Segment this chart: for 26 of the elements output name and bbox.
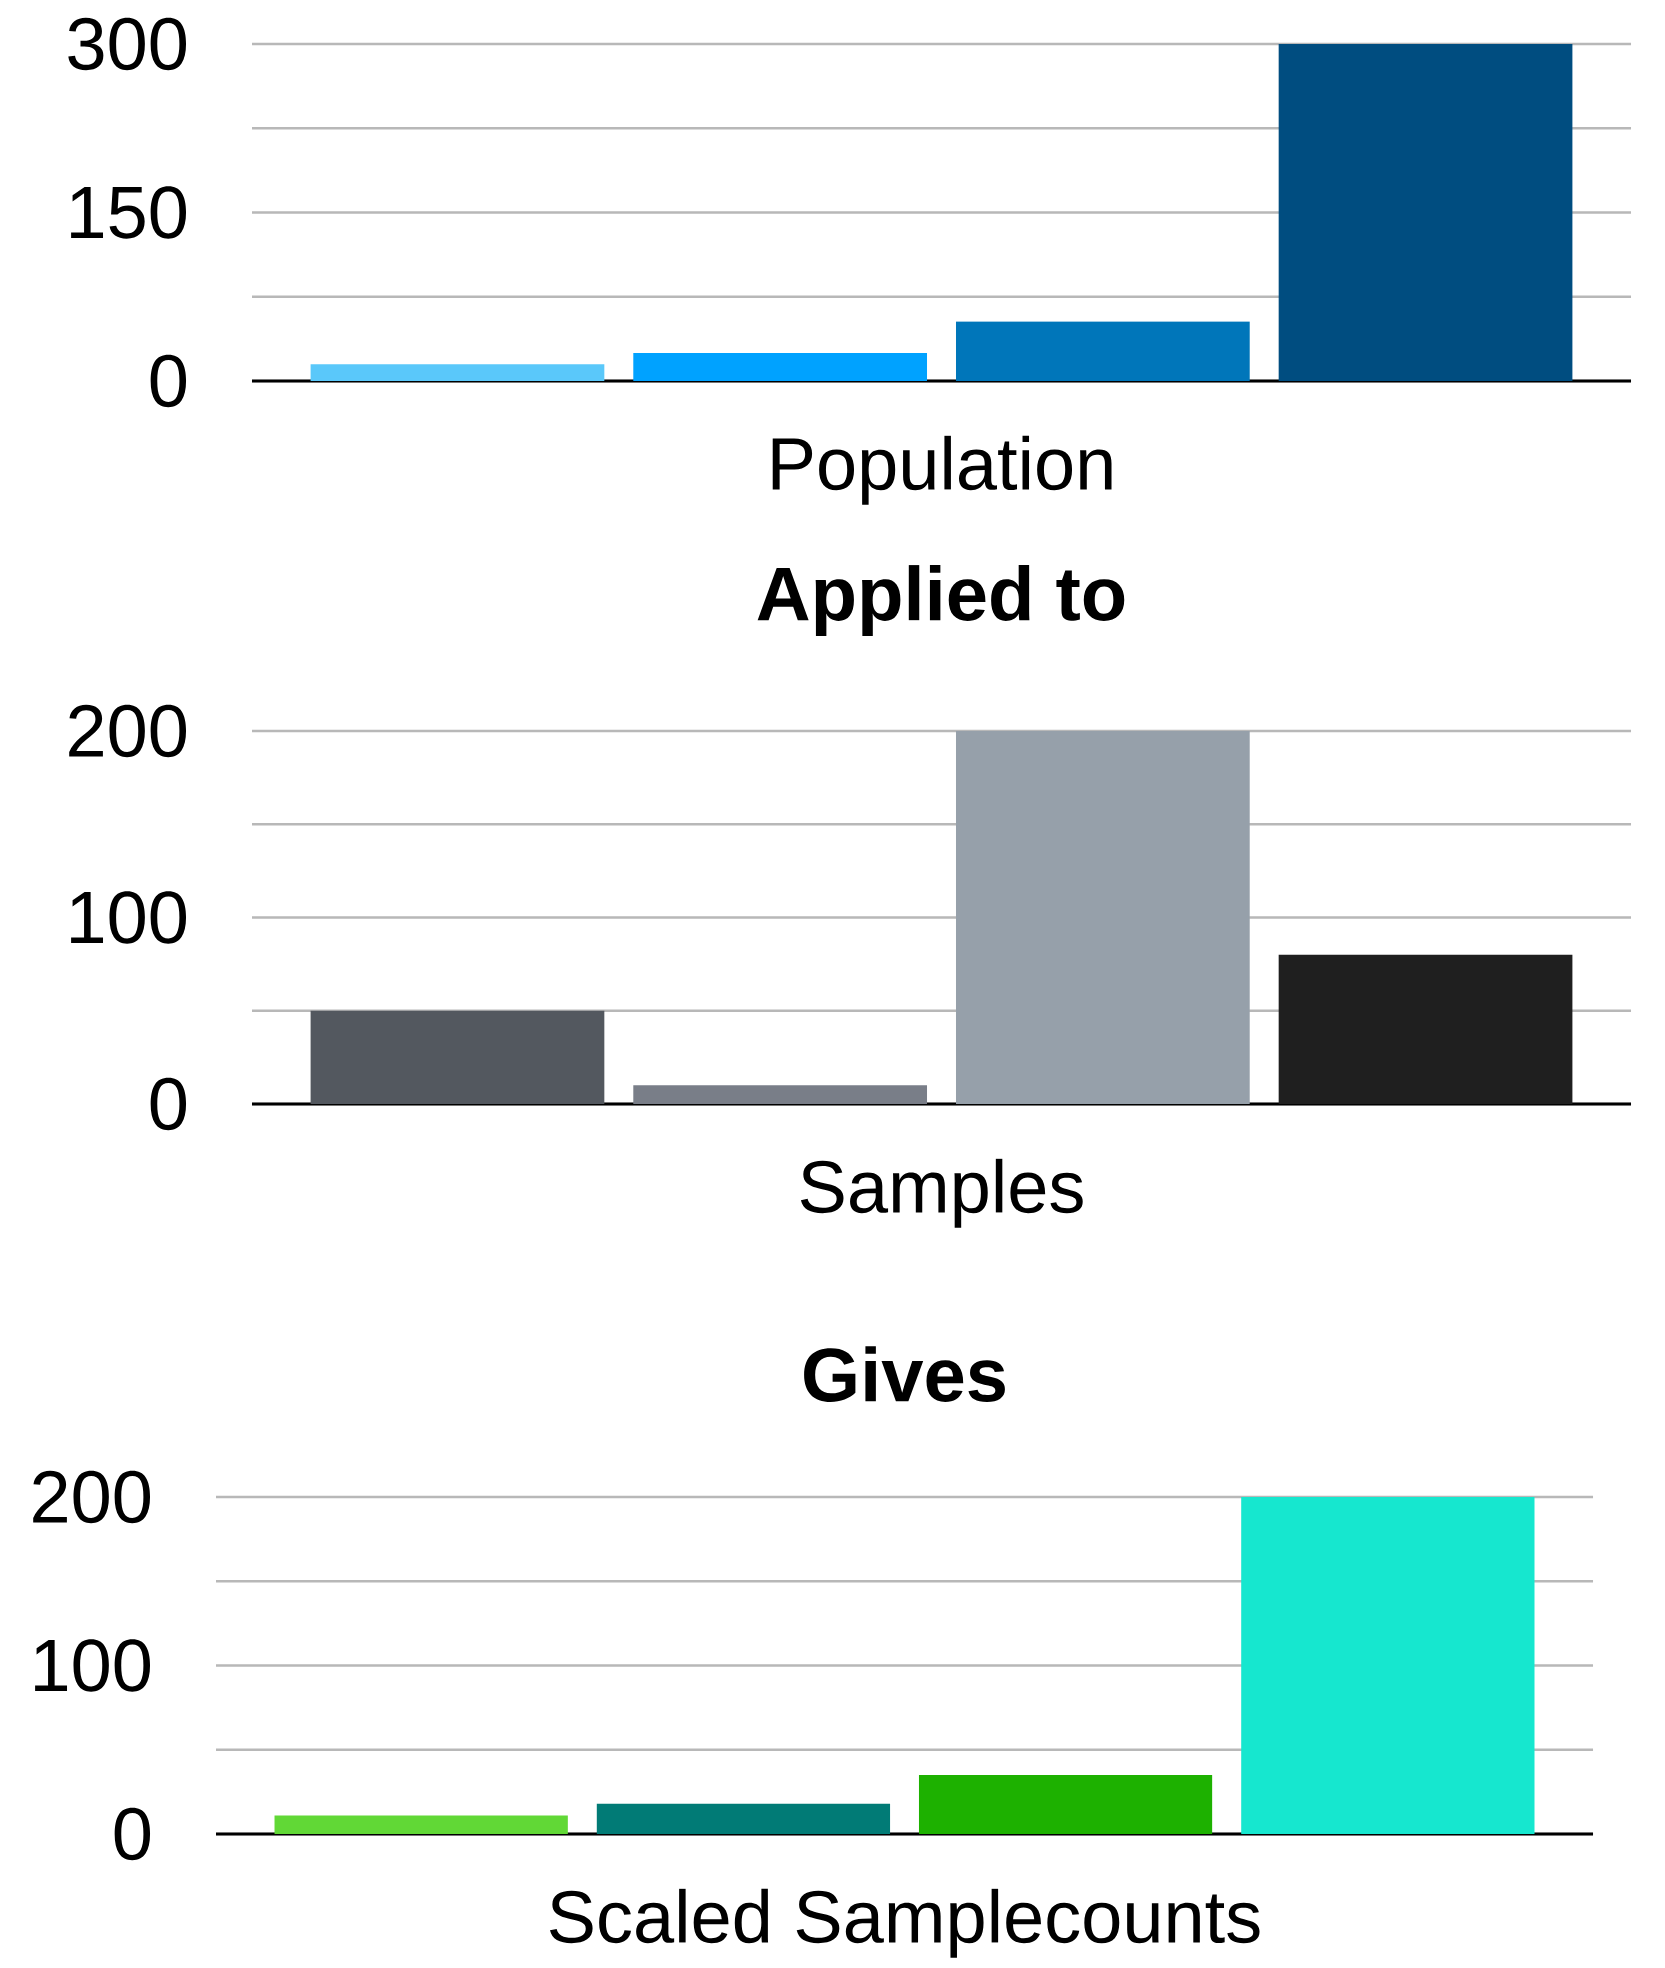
bar xyxy=(633,352,928,381)
chart-title: Applied to xyxy=(757,565,1125,636)
bar xyxy=(274,1815,568,1835)
bar xyxy=(310,1010,605,1105)
bar xyxy=(955,321,1250,381)
bar xyxy=(1278,44,1573,381)
x-axis-title: Scaled Samplecounts xyxy=(549,1888,1260,1958)
bar xyxy=(633,1085,928,1105)
x-axis-title: Population xyxy=(772,435,1112,505)
y-tick-label: 0 xyxy=(150,1077,187,1131)
bar xyxy=(918,1775,1213,1835)
bar xyxy=(1241,1497,1535,1835)
y-tick-label: 100 xyxy=(71,891,187,944)
y-tick-label: 0 xyxy=(150,354,187,408)
y-tick-label: 150 xyxy=(71,186,187,239)
bar xyxy=(955,731,1250,1105)
y-tick-label: 100 xyxy=(35,1639,151,1692)
bar xyxy=(1278,954,1573,1105)
bar xyxy=(310,364,605,381)
x-axis-title: Samples xyxy=(800,1158,1083,1228)
y-tick-label: 200 xyxy=(69,704,187,758)
chart-title: Gives xyxy=(804,1346,1005,1402)
y-tick-label: 0 xyxy=(114,1807,151,1861)
y-tick-label: 200 xyxy=(33,1470,151,1524)
bar xyxy=(596,1803,891,1835)
y-tick-label: 300 xyxy=(68,17,187,71)
